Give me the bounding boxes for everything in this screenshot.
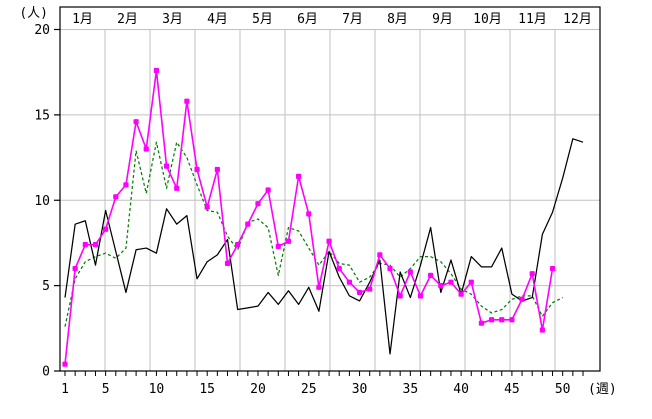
data-point-marker (245, 221, 251, 227)
plot-border (59, 6, 601, 372)
month-label: 8月 (387, 12, 408, 27)
x-tick-label: 45 (504, 382, 520, 397)
data-point-marker (82, 242, 88, 248)
data-point-marker (204, 204, 210, 210)
x-tick-label: 10 (149, 382, 165, 397)
data-point-marker (224, 260, 231, 267)
y-tick-label: 5 (42, 279, 50, 294)
black-solid-line (64, 138, 584, 355)
data-point-marker (62, 361, 68, 367)
x-tick-label: 15 (199, 382, 215, 397)
x-tick-label: 35 (403, 382, 419, 397)
data-point-marker (194, 166, 200, 173)
data-point-marker (255, 201, 261, 207)
data-point-marker (509, 317, 515, 323)
data-point-marker (103, 226, 109, 232)
month-label: 6月 (297, 12, 318, 27)
data-point-marker (336, 265, 342, 272)
x-axis: 1 5 10 15 20 25 30 35 40 45 50 (61, 371, 584, 397)
x-tick-label: 25 (301, 382, 317, 397)
x-tick-label: 40 (453, 382, 469, 397)
data-point-marker (428, 272, 434, 278)
month-label: 12月 (563, 12, 592, 27)
data-point-marker (549, 265, 556, 272)
data-point-marker (133, 119, 139, 125)
x-axis-unit-label: (週) (588, 382, 617, 397)
data-point-marker (143, 146, 149, 152)
data-point-marker (478, 320, 485, 326)
data-point-marker (468, 279, 474, 285)
y-axis-unit-label: (人) (19, 6, 48, 21)
data-point-marker (438, 283, 444, 289)
data-point-marker (458, 291, 464, 297)
data-point-marker (275, 243, 281, 249)
data-point-marker (316, 284, 322, 290)
data-point-marker (417, 293, 424, 299)
x-tick-label: 50 (555, 382, 571, 397)
data-series (62, 67, 584, 367)
data-point-marker (174, 185, 180, 191)
month-label: 11月 (518, 12, 547, 27)
data-point-marker (519, 296, 525, 302)
data-point-marker (265, 187, 271, 193)
y-tick-label: 0 (42, 365, 50, 380)
month-label: 10月 (473, 12, 502, 27)
x-tick-label: 30 (352, 382, 368, 397)
data-point-marker (72, 265, 78, 272)
y-axis: 0 5 10 15 20 (34, 23, 60, 380)
data-point-marker (377, 252, 383, 258)
month-label: 5月 (252, 12, 273, 27)
y-tick-label: 20 (34, 23, 50, 38)
data-point-marker (448, 279, 454, 285)
data-point-marker (356, 289, 363, 296)
data-point-marker (285, 238, 292, 244)
data-point-marker (163, 163, 170, 169)
data-point-marker (499, 317, 505, 323)
x-tick-label: 5 (102, 382, 110, 397)
month-label: 1月 (72, 12, 93, 27)
data-point-marker (153, 67, 160, 74)
data-point-marker (407, 269, 413, 275)
x-tick-label: 1 (61, 382, 69, 397)
data-point-marker (184, 98, 190, 104)
data-point-marker (92, 242, 99, 248)
month-label: 7月 (342, 12, 363, 27)
data-point-marker (367, 286, 373, 292)
data-point-marker (387, 265, 393, 272)
data-point-marker (326, 238, 332, 244)
data-point-marker (296, 173, 302, 179)
y-tick-label: 15 (34, 108, 50, 123)
month-label: 3月 (162, 12, 183, 27)
data-point-marker (235, 242, 241, 248)
y-tick-label: 10 (34, 194, 50, 209)
grid-lines (60, 29, 600, 371)
data-point-marker (214, 166, 220, 173)
data-point-marker (529, 271, 535, 277)
plot-border-rect (59, 6, 601, 372)
data-point-marker (397, 293, 403, 299)
month-label: 9月 (432, 12, 453, 27)
data-point-marker (488, 317, 495, 323)
data-point-marker (123, 182, 129, 188)
month-label: 4月 (207, 12, 228, 27)
data-point-marker (346, 279, 352, 285)
data-point-marker (113, 194, 119, 200)
data-point-marker (539, 327, 545, 333)
month-labels-band: 1月 2月 3月 4月 5月 6月 7月 8月 9月 10月 11月 12月 (72, 12, 592, 27)
data-point-marker (306, 211, 312, 217)
month-label: 2月 (117, 12, 138, 27)
x-tick-label: 20 (250, 382, 266, 397)
